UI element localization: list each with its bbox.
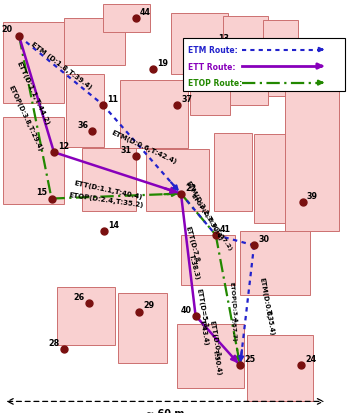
- Text: T:35.4): T:35.4): [264, 309, 275, 336]
- Bar: [57, 287, 115, 345]
- Text: ETOP(D:2.4,T:35.2): ETOP(D:2.4,T:35.2): [69, 192, 144, 208]
- Bar: [247, 335, 313, 401]
- Text: ETM(D:0.6,: ETM(D:0.6,: [258, 276, 271, 318]
- Text: 22: 22: [185, 183, 196, 192]
- Bar: [254, 134, 285, 223]
- Bar: [3, 118, 64, 204]
- Bar: [268, 62, 299, 97]
- Text: 28: 28: [48, 338, 60, 347]
- Text: ETOP(D:3.8,T:29.4): ETOP(D:3.8,T:29.4): [7, 84, 43, 152]
- Bar: [146, 150, 209, 212]
- Text: T:43.4): T:43.4): [199, 318, 210, 345]
- Bar: [223, 17, 268, 60]
- Text: ETM(D:0.6,T:42.4): ETM(D:0.6,T:42.4): [111, 129, 178, 164]
- Text: 41: 41: [220, 224, 231, 233]
- Text: ETM(D:2.2,T:30.4): ETM(D:2.2,T:30.4): [184, 180, 223, 242]
- Text: T:38.3): T:38.3): [188, 253, 200, 280]
- Text: 30: 30: [258, 235, 269, 244]
- Text: ETT Route:: ETT Route:: [188, 62, 235, 71]
- Text: ETM (D:1.8,T:39.4): ETM (D:1.8,T:39.4): [30, 41, 92, 91]
- Bar: [3, 23, 64, 103]
- Text: ETOP(D:8.9,T:37.2): ETOP(D:8.9,T:37.2): [189, 193, 232, 252]
- Bar: [120, 81, 188, 149]
- Bar: [177, 324, 244, 388]
- Bar: [190, 74, 230, 116]
- Text: 39: 39: [307, 191, 318, 200]
- Text: ETT(D:1.1,T:44.2): ETT(D:1.1,T:44.2): [16, 60, 50, 126]
- Bar: [240, 231, 310, 295]
- Text: ETT(D=5.3,: ETT(D=5.3,: [195, 287, 208, 330]
- Text: 25: 25: [244, 354, 255, 363]
- Text: 40: 40: [180, 305, 191, 314]
- Text: 19: 19: [157, 59, 168, 68]
- Text: 26: 26: [73, 292, 85, 301]
- Text: 11: 11: [107, 94, 118, 103]
- Text: 29: 29: [143, 301, 155, 310]
- Text: 15: 15: [36, 188, 47, 197]
- Bar: [118, 293, 167, 363]
- Text: ETT(D:1.1,T:40.4): ETT(D:1.1,T:40.4): [73, 180, 143, 200]
- Text: 44: 44: [140, 7, 151, 17]
- Bar: [66, 75, 104, 147]
- Bar: [285, 91, 339, 231]
- Text: 12: 12: [58, 142, 69, 151]
- Text: ETM Route:: ETM Route:: [188, 46, 238, 55]
- Bar: [181, 235, 235, 285]
- Text: ETOP Route:: ETOP Route:: [188, 79, 242, 88]
- Text: ETT(D:7.8,: ETT(D:7.8,: [184, 225, 200, 264]
- Bar: [263, 21, 298, 56]
- Bar: [230, 66, 268, 105]
- Bar: [64, 19, 125, 66]
- Bar: [171, 14, 228, 74]
- Text: 13: 13: [218, 34, 229, 43]
- Text: ETOP(D:3.4,: ETOP(D:3.4,: [228, 280, 237, 324]
- Text: 20: 20: [2, 25, 13, 34]
- Text: 37: 37: [182, 94, 193, 103]
- Text: 31: 31: [120, 146, 132, 155]
- Text: 14: 14: [109, 220, 120, 229]
- Text: T:37.7): T:37.7): [230, 316, 237, 341]
- Text: ≈ 60 m: ≈ 60 m: [146, 408, 184, 413]
- Text: T:50.4): T:50.4): [212, 348, 223, 375]
- Text: 24: 24: [305, 354, 316, 363]
- Text: 36: 36: [77, 121, 88, 130]
- Bar: [214, 133, 252, 212]
- Bar: [103, 5, 150, 33]
- Bar: [82, 149, 136, 212]
- Text: ETT(D:0.1,: ETT(D:0.1,: [209, 319, 221, 360]
- FancyBboxPatch shape: [183, 39, 345, 92]
